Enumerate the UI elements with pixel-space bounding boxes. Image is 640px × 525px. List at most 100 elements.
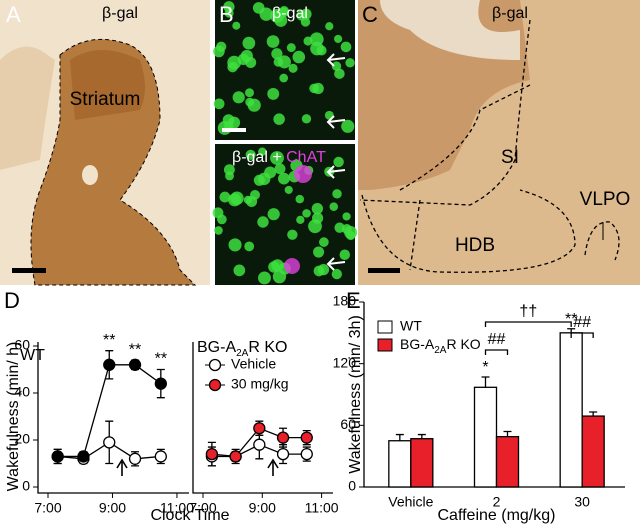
point [154, 377, 167, 390]
y-tick-label: 180 [333, 293, 357, 309]
cell [334, 34, 343, 43]
cell [228, 116, 241, 129]
x-tick-label: Vehicle [388, 494, 433, 510]
legend-label: BG-A [400, 336, 435, 352]
cell [319, 237, 329, 247]
significance-mark: ** [155, 351, 167, 368]
cell [287, 229, 298, 240]
cell [325, 22, 334, 31]
panel-letter: A [6, 2, 21, 27]
y-tick-label: 0 [348, 478, 356, 494]
y-tick-label: 60 [14, 337, 30, 353]
cell [340, 41, 352, 53]
cell [245, 88, 254, 98]
legend-label: R KO [446, 336, 480, 352]
cell [302, 209, 311, 218]
region-label: HDB [455, 235, 495, 256]
bar [581, 415, 605, 488]
cell [312, 212, 324, 224]
bar [388, 440, 412, 488]
cell [250, 189, 260, 200]
x-tick-label: 7:00 [189, 500, 216, 516]
cell [313, 246, 325, 258]
arrows [326, 53, 346, 271]
cell [252, 2, 265, 14]
striatum-core [70, 50, 145, 120]
marker-label: ChAT [286, 149, 326, 166]
cell [266, 35, 280, 48]
cell [310, 41, 324, 56]
scale-bar [12, 268, 46, 273]
vessel [82, 165, 98, 185]
cell [286, 43, 296, 53]
point [103, 436, 116, 449]
bar [559, 332, 583, 488]
point [253, 422, 266, 435]
error-bar [481, 376, 490, 388]
y-tick-label: 20 [14, 431, 30, 447]
point [154, 450, 167, 463]
error-bar [395, 433, 404, 441]
significance-mark: * [482, 359, 488, 376]
bracket-label: ## [573, 314, 591, 331]
bracket [484, 321, 572, 327]
cell [213, 45, 225, 58]
cell [232, 91, 245, 104]
region-outline [584, 221, 620, 261]
cell [213, 98, 225, 110]
bracket-label: ## [488, 331, 506, 348]
legend-label: BG-A2AR KO [400, 336, 481, 356]
ventricle [380, 0, 520, 60]
legend-label: WT [400, 318, 422, 334]
error-bar [589, 411, 598, 417]
y-tick-label: 40 [14, 384, 30, 400]
cell [333, 156, 344, 168]
bar [473, 386, 498, 488]
error-bar [417, 433, 426, 439]
injection-arrow [116, 458, 128, 476]
significance-mark: ** [103, 332, 115, 349]
axes [192, 342, 333, 494]
scale-bar [368, 268, 400, 273]
cell [278, 172, 290, 185]
cell [345, 58, 355, 68]
point [253, 438, 266, 451]
cell [253, 174, 265, 186]
region-label: Striatum [70, 89, 141, 110]
cell [284, 185, 293, 194]
y-axis-title: Wakefulness (min/ 3h) [347, 315, 364, 474]
cell [342, 212, 351, 221]
cell [219, 191, 231, 203]
point [128, 452, 142, 465]
cell [247, 98, 261, 112]
cell [341, 224, 352, 235]
point [229, 450, 242, 463]
chart-title: R KO [248, 339, 287, 356]
injection-arrow [267, 458, 279, 476]
point [276, 447, 290, 461]
panel-letter: E [346, 288, 361, 313]
cell [272, 269, 287, 284]
error-bar [503, 430, 512, 437]
cell [257, 216, 269, 228]
cell [224, 8, 234, 18]
x-axis-title: Clock Time [150, 507, 229, 524]
point [128, 358, 142, 371]
cell [230, 191, 244, 206]
cell [228, 238, 242, 252]
error-bar [567, 328, 576, 333]
chart-title: WT [20, 347, 45, 364]
legend-label: 2A [434, 345, 447, 356]
stain-label: β-gal [102, 5, 138, 22]
point [205, 447, 219, 461]
cell [245, 149, 256, 160]
point [51, 450, 64, 463]
cell [223, 164, 235, 176]
point [300, 447, 313, 461]
cell [288, 63, 298, 73]
cell [273, 113, 285, 125]
scale-bar [222, 128, 246, 132]
significance-mark: ** [129, 341, 141, 358]
cell [334, 68, 345, 79]
